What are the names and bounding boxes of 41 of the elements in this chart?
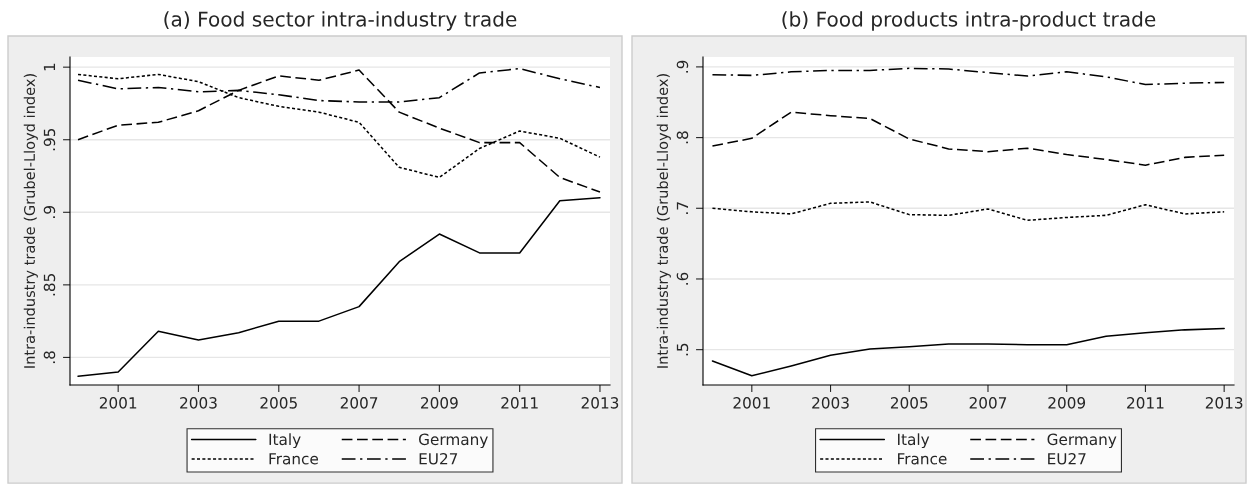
y-tick-label: .9: [676, 60, 689, 73]
y-tick-label: .5: [676, 343, 689, 356]
legend-label: EU27: [1048, 452, 1086, 465]
y-tick-label: .6: [676, 272, 689, 285]
x-tick-label: 2003: [180, 397, 217, 409]
y-tick-label: .9: [43, 206, 56, 218]
y-axis-title: Intra-industry trade (Grubel-Lloyd index): [656, 74, 671, 368]
x-tick-label: 2003: [812, 397, 849, 409]
x-tick-label: 2001: [733, 397, 770, 409]
x-tick-label: 2011: [501, 397, 538, 409]
y-tick-label: .8: [676, 131, 689, 144]
x-tick-label: 2009: [1048, 397, 1086, 409]
line-series: [711, 327, 1225, 377]
legend-label: Germany: [1047, 433, 1117, 449]
y-tick-label: .8: [43, 351, 56, 364]
chart-title: (a) Food sector intra-industry trade: [164, 11, 517, 31]
legend-label: Italy: [269, 433, 301, 449]
line-series: [711, 111, 1225, 166]
y-tick-label: 1: [43, 63, 56, 71]
x-tick-label: 2001: [99, 397, 137, 409]
legend-label: France: [269, 453, 319, 465]
line-series: [711, 201, 1225, 222]
x-tick-label: 2005: [890, 397, 928, 409]
x-tick-label: 2013: [581, 397, 619, 409]
y-tick-label: .85: [43, 274, 56, 296]
x-tick-label: 2005: [260, 397, 297, 409]
y-tick-label: .7: [676, 202, 689, 214]
legend-label: France: [898, 453, 947, 465]
x-tick-label: 2007: [969, 397, 1007, 409]
line-series: [77, 197, 601, 378]
chart-title: (b) Food products intra-product trade: [782, 11, 1156, 31]
line-series: [711, 67, 1225, 86]
x-tick-label: 2009: [421, 397, 458, 409]
legend-label: Germany: [419, 433, 488, 449]
x-tick-label: 2011: [1127, 397, 1164, 409]
x-tick-label: 2007: [340, 397, 378, 409]
y-axis-title: Intra-industry trade (Grubel-Lloyd index): [23, 74, 38, 368]
legend-label: EU27: [419, 452, 458, 465]
legend-label: Italy: [898, 433, 930, 449]
y-tick-label: .95: [43, 128, 56, 151]
x-tick-label: 2013: [1205, 397, 1243, 409]
